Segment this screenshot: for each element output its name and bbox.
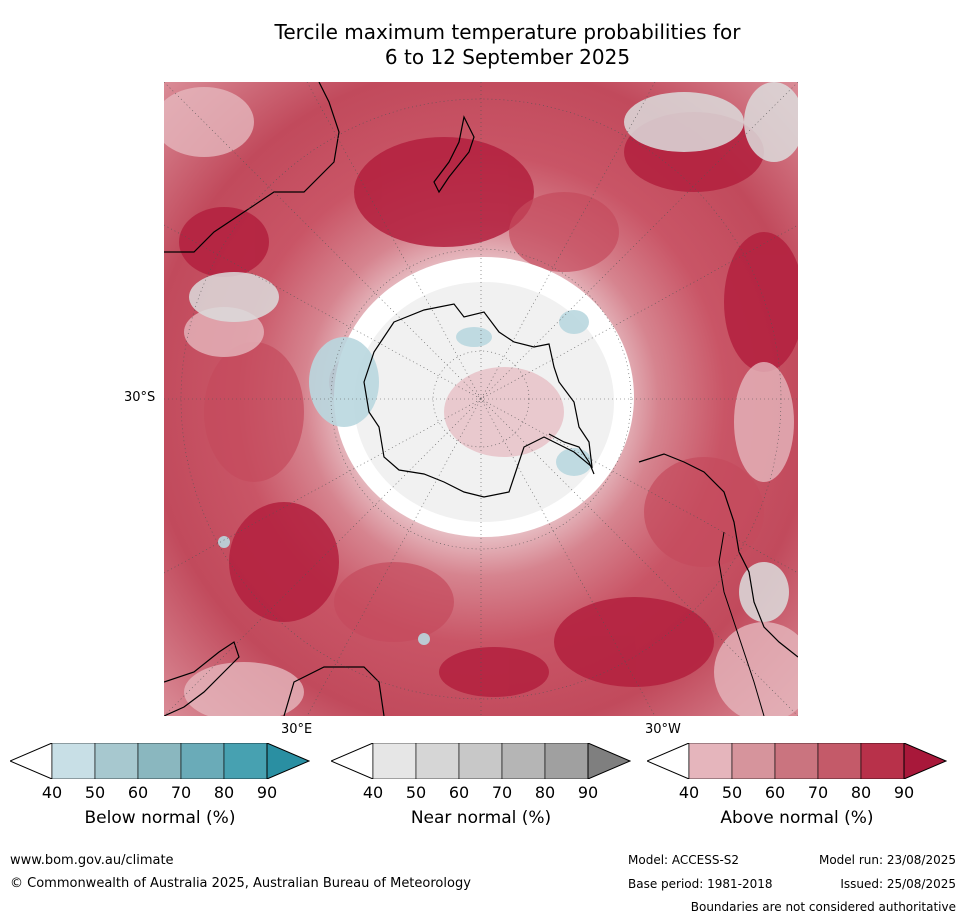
colorbar-0-swatch <box>223 742 268 780</box>
colorbar-tick-label: 50 <box>405 783 427 802</box>
colorbar-0-swatch <box>180 742 225 780</box>
colorbar-1-swatch <box>501 742 546 780</box>
chart-title: Tercile maximum temperature probabilitie… <box>160 20 855 70</box>
colorbar-tick-label: 40 <box>678 783 700 802</box>
colorbar-tick-label: 70 <box>807 783 829 802</box>
below-normal-patches <box>218 310 592 645</box>
colorbar-2-swatch <box>860 742 905 780</box>
colorbar-below-label: Below normal (%) <box>84 808 236 828</box>
map-svg <box>164 82 798 716</box>
colorbar-2-over-triangle <box>903 742 948 780</box>
colorbar-1-over-triangle <box>587 742 632 780</box>
colorbar-near-normal <box>329 742 632 783</box>
lon-label-30w: 30°W <box>645 722 681 737</box>
colorbar-tick-label: 90 <box>577 783 599 802</box>
colorbar-1-swatch <box>544 742 589 780</box>
colorbar-tick-label: 60 <box>448 783 470 802</box>
colorbar-above-label: Above normal (%) <box>720 808 874 828</box>
colorbar-2-swatch <box>731 742 776 780</box>
colorbar-0-swatch <box>94 742 139 780</box>
colorbar-tick-label: 90 <box>256 783 278 802</box>
lat-label-30s: 30°S <box>124 390 156 405</box>
title-line-2: 6 to 12 September 2025 <box>384 45 631 69</box>
title-line-1: Tercile maximum temperature probabilitie… <box>274 20 741 44</box>
colorbar-tick-label: 90 <box>893 783 915 802</box>
colorbar-below-normal-swatches <box>8 742 311 780</box>
colorbar-tick-label: 40 <box>41 783 63 802</box>
south-america-coastline <box>638 453 798 658</box>
colorbar-tick-label: 70 <box>491 783 513 802</box>
colorbar-1-swatch <box>372 742 417 780</box>
colorbar-tick-label: 40 <box>362 783 384 802</box>
footer-copyright: © Commonwealth of Australia 2025, Austra… <box>10 876 471 891</box>
colorbar-tick-label: 50 <box>84 783 106 802</box>
colorbar-tick-label: 60 <box>127 783 149 802</box>
colorbar-1-under-triangle <box>329 742 374 780</box>
colorbar-0-swatch <box>137 742 182 780</box>
colorbar-tick-label: 80 <box>213 783 235 802</box>
antarctica-coastline <box>363 303 593 498</box>
africa-coastline <box>164 641 240 716</box>
colorbar-0-under-triangle <box>8 742 53 780</box>
footer-base-period: Base period: 1981-2018 <box>628 877 773 891</box>
colorbar-tick-label: 50 <box>721 783 743 802</box>
colorbar-near-normal-swatches <box>329 742 632 780</box>
footer-model-run: Model run: 23/08/2025 <box>818 853 956 867</box>
colorbar-tick-label: 70 <box>170 783 192 802</box>
footer-issued: Issued: 25/08/2025 <box>840 877 956 891</box>
antarctic-peninsula <box>548 433 595 475</box>
colorbar-0-over-triangle <box>266 742 311 780</box>
colorbar-2-swatch <box>817 742 862 780</box>
australia-coastline <box>164 82 340 253</box>
colorbar-0-swatch <box>51 742 96 780</box>
above-normal-mid-patches <box>204 192 764 642</box>
colorbar-above-normal <box>645 742 948 783</box>
colorbar-tick-label: 60 <box>764 783 786 802</box>
colorbar-tick-label: 80 <box>850 783 872 802</box>
near-normal-patches <box>189 82 798 622</box>
footer-disclaimer: Boundaries are not considered authoritat… <box>690 900 956 914</box>
footer-url: www.bom.gov.au/climate <box>10 853 174 868</box>
new-zealand-coastline <box>433 115 475 194</box>
colorbar-1-swatch <box>458 742 503 780</box>
graticule <box>164 82 798 716</box>
colorbar-1-swatch <box>415 742 460 780</box>
lon-label-30e: 30°E <box>281 722 313 737</box>
footer-model: Model: ACCESS-S2 <box>628 853 740 867</box>
colorbar-2-swatch <box>774 742 819 780</box>
colorbar-above-normal-swatches <box>645 742 948 780</box>
colorbar-2-swatch <box>688 742 733 780</box>
colorbar-2-under-triangle <box>645 742 690 780</box>
polar-map <box>164 82 798 716</box>
colorbar-below-normal <box>8 742 311 783</box>
colorbar-near-label: Near normal (%) <box>410 808 552 828</box>
colorbar-tick-label: 80 <box>534 783 556 802</box>
